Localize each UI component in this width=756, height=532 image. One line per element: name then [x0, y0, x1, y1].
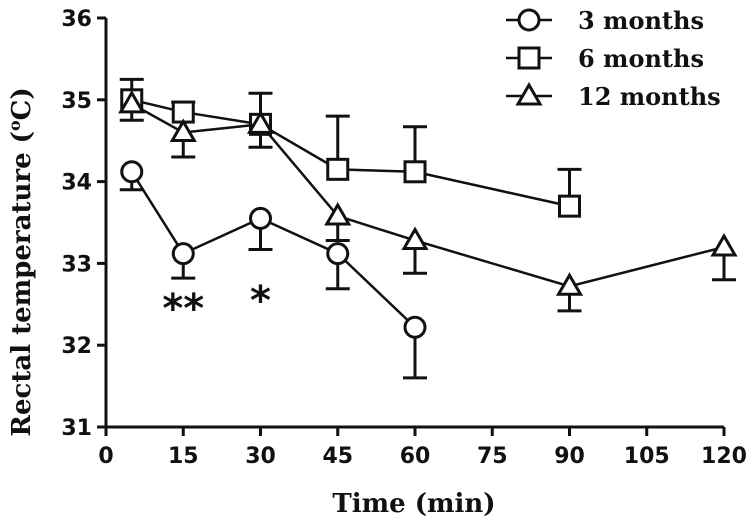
x-tick-label: 60: [400, 444, 431, 469]
data-point: [555, 272, 584, 296]
data-point: [120, 160, 144, 184]
y-axis-title-unit: C): [7, 87, 37, 120]
y-axis-title-superscript: o: [5, 120, 24, 131]
x-tick-label: 90: [554, 444, 585, 469]
y-axis-title: Rectal temperature (oC): [5, 87, 37, 436]
legend-marker: [515, 82, 543, 106]
data-point: [326, 242, 350, 266]
y-tick-label: 33: [61, 252, 92, 277]
y-tick-label: 32: [61, 334, 92, 359]
data-point: [710, 233, 738, 257]
significance-label: *: [250, 278, 271, 324]
significance-label: **: [162, 286, 204, 332]
legend-marker: [517, 46, 541, 70]
legend-label: 6 months: [578, 44, 704, 73]
data-point: [324, 201, 352, 226]
data-point: [326, 157, 350, 181]
series-triangle: [118, 89, 738, 313]
data-point: [401, 226, 429, 250]
series-line: [131, 98, 570, 208]
x-axis-title: Time (min): [332, 489, 495, 519]
y-tick-label: 34: [61, 171, 92, 196]
x-tick-label: 120: [701, 444, 747, 469]
y-tick-label: 36: [61, 7, 92, 32]
data-point: [171, 242, 195, 266]
data-point: [169, 118, 197, 143]
data-point: [558, 194, 581, 218]
x-tick-label: 75: [477, 444, 508, 469]
legend: 3 months 6 months 12 months: [506, 6, 721, 111]
y-tick-label: 31: [61, 416, 92, 441]
x-tick-label: 0: [98, 444, 113, 469]
x-tick-label: 45: [322, 444, 353, 469]
data-point: [249, 206, 272, 230]
data-point: [118, 89, 146, 114]
legend-marker: [517, 8, 541, 32]
legend-label: 12 months: [578, 82, 721, 111]
series-circle: [119, 160, 427, 380]
data-point: [403, 315, 427, 339]
series-line: [131, 102, 725, 288]
y-axis-title-text: Rectal temperature (: [7, 131, 37, 437]
series-square: [119, 77, 582, 218]
x-tick-label: 15: [168, 444, 199, 469]
x-tick-label: 30: [245, 444, 276, 469]
data-point: [246, 110, 275, 134]
legend-label: 3 months: [578, 6, 704, 35]
y-tick-label: 35: [61, 89, 92, 114]
x-tick-label: 105: [624, 444, 670, 469]
data-point: [403, 160, 427, 184]
